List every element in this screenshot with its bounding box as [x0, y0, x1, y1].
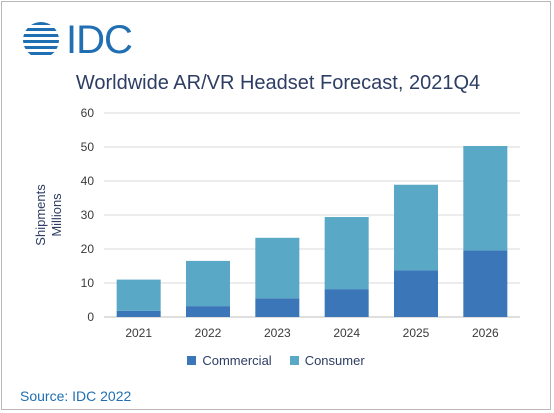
x-tick-label: 2025 — [403, 326, 430, 340]
y-tick-label: 50 — [81, 140, 95, 154]
x-tick-label: 2026 — [472, 326, 499, 340]
bar-consumer-2025 — [394, 184, 438, 271]
legend-swatch-consumer — [289, 356, 299, 365]
bar-consumer-2026 — [463, 145, 508, 251]
bar-consumer-2021 — [116, 279, 161, 311]
legend-swatch-commercial — [187, 356, 197, 365]
y-axis-title-line2: Millions — [49, 193, 64, 237]
globe-icon — [23, 22, 59, 55]
y-tick-label: 60 — [81, 106, 95, 120]
y-tick-label: 20 — [81, 242, 95, 256]
x-tick-label: 2024 — [333, 326, 360, 340]
bar-commercial-2022 — [186, 306, 230, 317]
x-tick-label: 2023 — [264, 326, 291, 340]
bar-commercial-2024 — [324, 289, 369, 317]
bar-consumer-2023 — [255, 237, 300, 299]
legend-item-consumer: Consumer — [289, 353, 365, 368]
x-tick-label: 2021 — [125, 326, 152, 340]
legend-item-commercial: Commercial — [187, 353, 272, 368]
legend-label-commercial: Commercial — [202, 353, 272, 368]
y-tick-label: 10 — [81, 276, 95, 290]
bar-commercial-2021 — [116, 310, 161, 317]
bar-consumer-2022 — [186, 260, 230, 307]
logo-text: IDC — [66, 18, 133, 62]
bar-commercial-2025 — [394, 270, 438, 317]
x-tick-label: 2022 — [195, 326, 222, 340]
y-axis-title-line1: Shipments — [33, 184, 48, 246]
y-tick-label: 30 — [81, 208, 95, 222]
y-tick-label: 40 — [81, 174, 95, 188]
idc-logo: IDC — [22, 18, 133, 62]
y-tick-label: 0 — [87, 310, 94, 324]
bar-commercial-2023 — [255, 298, 300, 317]
chart-legend: Commercial Consumer — [0, 353, 552, 368]
source-note: Source: IDC 2022 — [20, 388, 132, 404]
chart-title: Worldwide AR/VR Headset Forecast, 2021Q4 — [75, 72, 481, 94]
bar-commercial-2026 — [463, 250, 508, 317]
bar-consumer-2024 — [324, 217, 369, 290]
legend-label-consumer: Consumer — [304, 353, 365, 368]
